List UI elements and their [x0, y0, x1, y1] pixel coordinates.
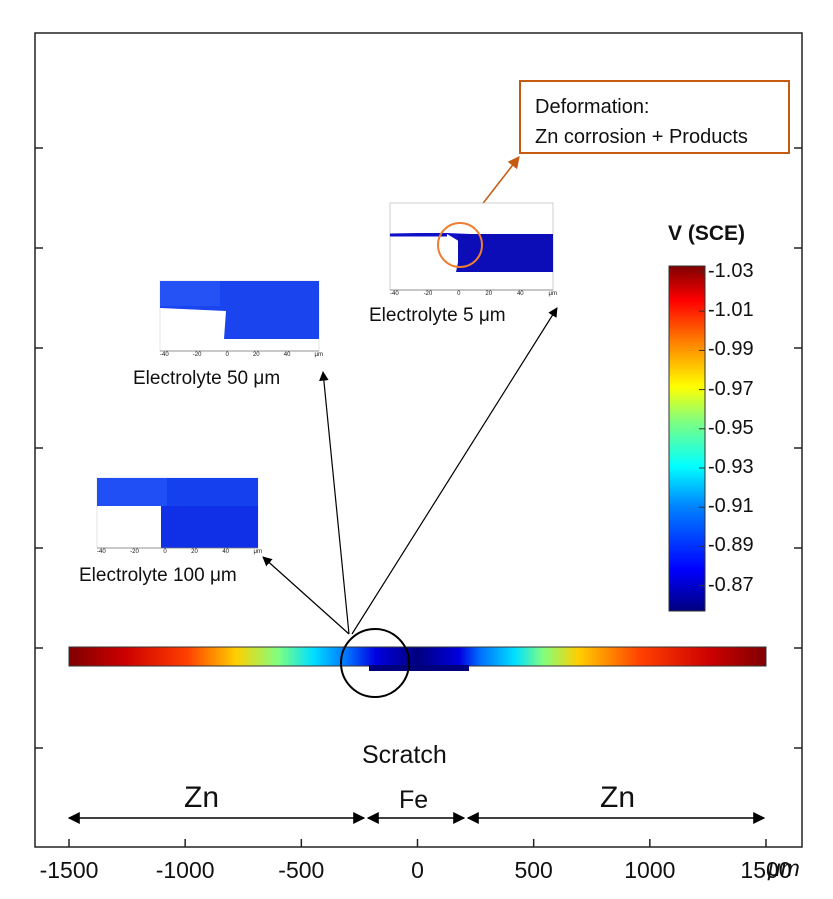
colorbar [668, 265, 706, 612]
x-tick-label: 500 [514, 857, 553, 883]
inset-tick: 20 [485, 291, 493, 297]
colorbar-tick-label: -0.99 [708, 338, 754, 361]
colorbar-tick-label: -0.93 [708, 456, 754, 478]
inset-tick: μm [548, 291, 557, 297]
colorbar-tick-label: -0.91 [708, 495, 754, 518]
x-axis-unit: μm [768, 855, 800, 882]
fe-substrate [369, 665, 469, 671]
inset-5-caption: Electrolyte 5 μm [369, 305, 506, 326]
region-label-fe: Fe [399, 786, 429, 814]
inset-tick: 20 [191, 549, 198, 555]
inset-100-caption: Electrolyte 100 μm [79, 565, 237, 586]
colorbar-tick-label: -1.03 [708, 260, 754, 282]
inset-tick: -40 [160, 352, 169, 358]
potential-strip [68, 646, 767, 667]
inset-tick: 40 [222, 549, 229, 555]
inset-tick: 0 [163, 549, 167, 555]
region-label-zn-left: Zn [184, 781, 220, 814]
x-tick-label: 0 [411, 857, 424, 883]
arrow-to-inset-5 [351, 307, 558, 635]
inset-50-caption: Electrolyte 50 μm [133, 368, 281, 389]
arrow-to-inset-50 [319, 371, 350, 635]
scratch-circle [340, 628, 410, 698]
callout-line-1: Deformation: [535, 96, 650, 118]
y-ticks [35, 147, 802, 749]
colorbar-ticks [699, 271, 705, 587]
inset-tick: 0 [225, 352, 229, 358]
x-tick-label: -1000 [155, 857, 215, 883]
inset-50-ticks: -40 -20 0 20 40 μm [160, 352, 323, 358]
colorbar-title: V (SCE) [668, 222, 746, 245]
colorbar-tick-label: -0.95 [708, 416, 754, 439]
inset-tick: -20 [130, 549, 139, 555]
inset-100um [96, 477, 259, 549]
callout-line-2: Zn corrosion + Products [535, 126, 748, 148]
inset-tick: -40 [390, 291, 399, 297]
scratch-label: Scratch [362, 741, 447, 769]
colorbar-tick-label: -0.97 [708, 377, 754, 400]
inset-tick: μm [253, 549, 262, 555]
inset-tick: 40 [516, 291, 524, 297]
inset-tick: -20 [423, 291, 433, 297]
deformation-callout: Deformation: Zn corrosion + Products [519, 80, 790, 154]
arrow-to-inset-100 [262, 556, 350, 635]
colorbar-tick-label: -1.01 [708, 299, 754, 322]
inset-5-ticks: -40 -20 0 20 40 μm [390, 291, 557, 297]
x-tick-label: -500 [278, 857, 325, 883]
inset-tick: -20 [192, 352, 202, 358]
plot-frame [34, 32, 803, 848]
x-axis-unit-text: μm [768, 855, 800, 881]
inset-tick: μm [314, 352, 323, 358]
inset-50um [159, 280, 320, 352]
x-tick-label: 1500 [740, 857, 792, 883]
x-tick-label: 1000 [624, 857, 676, 883]
inset-tick: 0 [457, 291, 461, 297]
inset-5um [389, 202, 554, 291]
x-ticks [68, 839, 767, 847]
inset-tick: 20 [252, 352, 260, 358]
colorbar-tick-label: -0.87 [708, 573, 754, 596]
inset-100-ticks: -40 -20 0 20 40 μm [97, 549, 262, 555]
inset-tick: -40 [97, 549, 106, 555]
x-tick-label: -1500 [39, 857, 99, 883]
inset-tick: 40 [283, 352, 291, 358]
region-label-zn-right: Zn [600, 781, 636, 814]
colorbar-tick-label: -0.89 [708, 534, 754, 557]
